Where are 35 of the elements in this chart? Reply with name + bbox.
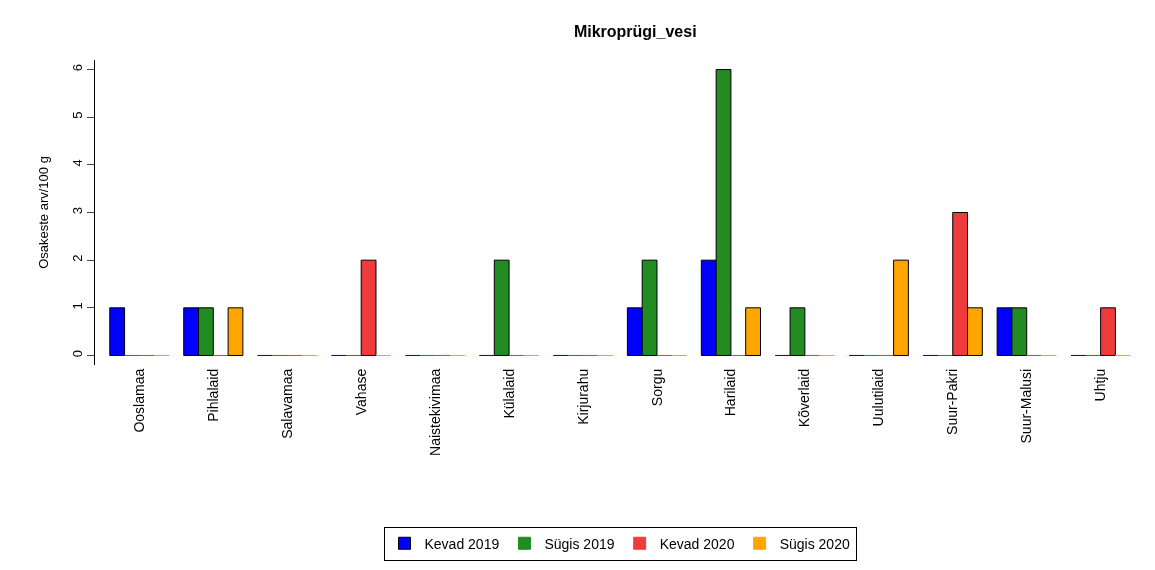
y-tick-label: 6 (69, 63, 85, 72)
chart-title: Mikroprügi_vesi (573, 22, 697, 40)
x-tick-label: Suur-Pakri (944, 368, 961, 435)
bar (360, 259, 377, 356)
legend-label: Sügis 2020 (779, 535, 850, 552)
bar (1100, 307, 1116, 356)
x-tick-label: Kirjurahu (574, 368, 591, 425)
x-tick-label: Salavamaa (278, 368, 295, 439)
bar (745, 307, 761, 356)
y-tick-label: 5 (69, 111, 85, 119)
x-tick-label: Kõverlaid (796, 368, 813, 428)
legend-label: Sügis 2019 (544, 535, 615, 552)
x-tick-label: Pihlalaid (204, 368, 221, 422)
bar (789, 307, 806, 356)
bar (109, 307, 126, 356)
y-tick-label: 1 (69, 302, 85, 310)
legend-label: Kevad 2020 (659, 535, 735, 552)
x-tick-label: Uulutilaid (870, 368, 887, 427)
x-tick-label: Naistekivimaa (426, 368, 443, 456)
y-tick-label: 3 (69, 206, 85, 215)
legend-label: Kevad 2019 (424, 535, 500, 552)
x-tick-label: Suur-Malusi (1018, 368, 1035, 444)
y-tick-label: 2 (69, 254, 85, 262)
bar (227, 307, 244, 356)
y-axis-title: Osakeste arv/100 g (35, 156, 51, 269)
x-tick-label: Sorgu (648, 368, 665, 407)
x-tick-label: Harilaid (722, 368, 739, 417)
bar (893, 259, 909, 356)
x-tick-label: Ooslamaa (130, 368, 147, 433)
bar (493, 259, 510, 356)
y-tick-label: 4 (69, 159, 85, 167)
x-tick-label: Uhtju (1092, 368, 1109, 402)
y-tick-label: 0 (69, 349, 85, 358)
x-tick-label: Vahase (352, 368, 369, 416)
x-tick-label: Külalaid (500, 368, 517, 419)
